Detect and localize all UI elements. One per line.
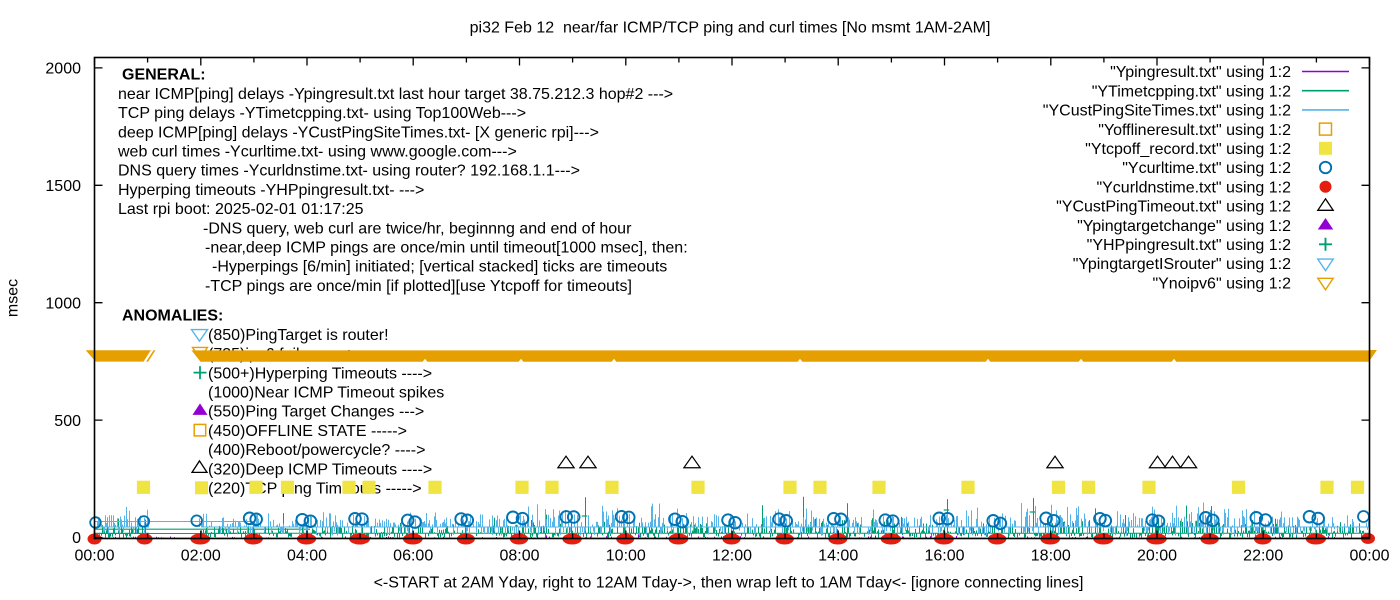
- svg-text:ANOMALIES:: ANOMALIES:: [122, 308, 223, 325]
- svg-text:2000: 2000: [45, 61, 81, 78]
- svg-text:"Yofflineresult.txt" using 1:2: "Yofflineresult.txt" using 1:2: [1098, 122, 1291, 139]
- svg-text:"YCustPingTimeout.txt" using 1: "YCustPingTimeout.txt" using 1:2: [1056, 199, 1291, 216]
- svg-text:14:00: 14:00: [818, 548, 858, 565]
- svg-text:GENERAL:: GENERAL:: [122, 67, 206, 84]
- svg-text:1500: 1500: [45, 178, 81, 195]
- svg-text:web curl times -Ycurltime.txt-: web curl times -Ycurltime.txt- using www…: [117, 144, 517, 161]
- svg-text:"Ynoipv6" using 1:2: "Ynoipv6" using 1:2: [1152, 275, 1291, 292]
- svg-text:"YCustPingSiteTimes.txt" using: "YCustPingSiteTimes.txt" using 1:2: [1043, 103, 1291, 120]
- svg-text:msec: msec: [5, 279, 22, 317]
- svg-text:(450)OFFLINE STATE ----->: (450)OFFLINE STATE ----->: [208, 423, 407, 440]
- svg-text:DNS query times -Ycurldnstime.: DNS query times -Ycurldnstime.txt- using…: [118, 163, 580, 180]
- svg-text:"Ypingresult.txt" using 1:2: "Ypingresult.txt" using 1:2: [1110, 64, 1291, 81]
- svg-text:"Ypingtargetchange" using 1:2: "Ypingtargetchange" using 1:2: [1077, 218, 1291, 235]
- svg-text:-near,deep ICMP pings are once: -near,deep ICMP pings are once/min until…: [205, 240, 688, 257]
- svg-text:(500+)Hyperping Timeouts ---->: (500+)Hyperping Timeouts ---->: [208, 365, 432, 382]
- svg-text:pi32 Feb 12 near/far ICMP/TCP: pi32 Feb 12 near/far ICMP/TCP ping and c…: [470, 20, 991, 37]
- svg-text:"YHPpingresult.txt" using 1:2: "YHPpingresult.txt" using 1:2: [1087, 237, 1291, 254]
- svg-text:-Hyperpings [6/min] initiated;: -Hyperpings [6/min] initiated; [vertical…: [212, 259, 667, 276]
- svg-text:00:00: 00:00: [1349, 548, 1389, 565]
- svg-text:TCP ping delays -YTimetcpping.: TCP ping delays -YTimetcpping.txt- using…: [118, 105, 526, 122]
- svg-text:-TCP pings are once/min [if pl: -TCP pings are once/min [if plotted][use…: [205, 278, 632, 295]
- svg-text:04:00: 04:00: [287, 548, 327, 565]
- svg-text:08:00: 08:00: [499, 548, 539, 565]
- svg-text:(400)Reboot/powercycle? ---->: (400)Reboot/powercycle? ---->: [208, 442, 425, 459]
- svg-text:10:00: 10:00: [606, 548, 646, 565]
- svg-text:<-START at 2AM Yday, right to: <-START at 2AM Yday, right to 12AM Tday-…: [374, 575, 1084, 592]
- svg-text:0: 0: [72, 530, 81, 547]
- svg-text:(550)Ping Target Changes --->: (550)Ping Target Changes --->: [208, 404, 424, 421]
- svg-text:18:00: 18:00: [1031, 548, 1071, 565]
- svg-text:16:00: 16:00: [924, 548, 964, 565]
- svg-text:near ICMP[ping] delays -Ypingr: near ICMP[ping] delays -Ypingresult.txt …: [118, 86, 673, 103]
- svg-text:06:00: 06:00: [393, 548, 433, 565]
- svg-text:"Ytcpoff_record.txt" using 1:2: "Ytcpoff_record.txt" using 1:2: [1085, 141, 1291, 158]
- svg-text:22:00: 22:00: [1243, 548, 1283, 565]
- svg-text:-DNS query, web curl are twice: -DNS query, web curl are twice/hr, begin…: [203, 220, 632, 237]
- svg-text:Hyperping timeouts -YHPpingres: Hyperping timeouts -YHPpingresult.txt- -…: [118, 182, 424, 199]
- svg-text:00:00: 00:00: [74, 548, 114, 565]
- svg-text:12:00: 12:00: [712, 548, 752, 565]
- svg-text:"YpingtargetISrouter" using 1:: "YpingtargetISrouter" using 1:2: [1073, 256, 1291, 273]
- svg-text:(1000)Near ICMP Timeout spikes: (1000)Near ICMP Timeout spikes: [208, 385, 444, 402]
- svg-text:(850)PingTarget is router!: (850)PingTarget is router!: [208, 327, 389, 344]
- svg-text:"Ycurltime.txt" using 1:2: "Ycurltime.txt" using 1:2: [1122, 160, 1291, 177]
- svg-text:(220)TCP ping Timeouts ----->: (220)TCP ping Timeouts ----->: [208, 481, 422, 498]
- svg-text:"YTimetcpping.txt" using 1:2: "YTimetcpping.txt" using 1:2: [1092, 83, 1291, 100]
- svg-text:Last rpi boot: 2025-02-01 01:1: Last rpi boot: 2025-02-01 01:17:25: [118, 201, 364, 218]
- svg-text:500: 500: [54, 413, 81, 430]
- svg-text:(320)Deep ICMP Timeouts ---->: (320)Deep ICMP Timeouts ---->: [208, 461, 432, 478]
- svg-text:"Ycurldnstime.txt" using 1:2: "Ycurldnstime.txt" using 1:2: [1096, 179, 1291, 196]
- svg-text:20:00: 20:00: [1137, 548, 1177, 565]
- svg-text:deep ICMP[ping] delays -YCustP: deep ICMP[ping] delays -YCustPingSiteTim…: [118, 124, 599, 141]
- svg-text:02:00: 02:00: [181, 548, 221, 565]
- svg-text:1000: 1000: [45, 295, 81, 312]
